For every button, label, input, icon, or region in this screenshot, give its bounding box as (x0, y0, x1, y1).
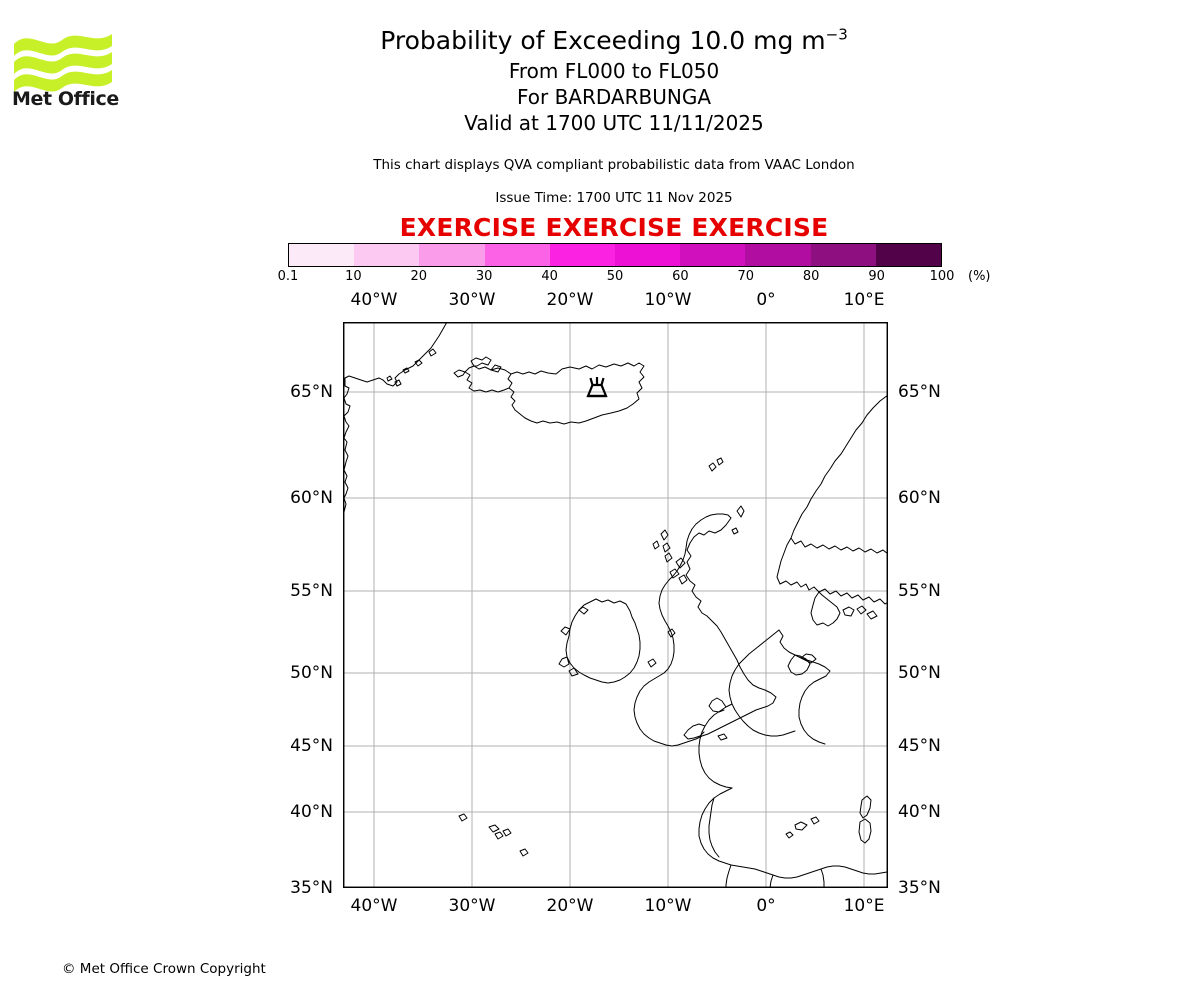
colorbar-tick-10: 10 (345, 269, 362, 284)
volcano-subtitle: For BARDARBUNGA (516, 85, 712, 109)
page-title: Probability of Exceeding 10.0 mg m−3 (28, 24, 1200, 58)
colorbar-band-9 (875, 244, 942, 266)
colorbar-band-6 (680, 244, 746, 266)
colorbar-tick-90: 90 (868, 269, 885, 284)
colorbar-tick-70: 70 (737, 269, 755, 284)
colorbar-tick-labels: 0.1 10 20 30 40 50 60 70 80 90 100 (278, 269, 955, 287)
chart-title-block: Probability of Exceeding 10.0 mg m−3 Fro… (0, 24, 1200, 136)
met-office-logo (12, 22, 122, 117)
colorbar-band-7 (745, 244, 811, 266)
colorbar-tick-60: 60 (672, 269, 689, 284)
lon-label-top-5: 10°E (843, 290, 885, 310)
lat-label-right-6: 35°N (898, 878, 941, 898)
lat-label-left-4: 45°N (290, 736, 333, 756)
colorbar-band-3 (484, 244, 550, 266)
lat-label-left-6: 35°N (290, 878, 333, 898)
colorbar-band-4 (549, 244, 616, 266)
issue-time: Issue Time: 1700 UTC 11 Nov 2025 (495, 190, 733, 206)
lon-label-bottom-3: 10°W (644, 896, 692, 916)
lon-label-top-1: 30°W (448, 290, 496, 310)
lat-label-left-2: 55°N (290, 581, 333, 601)
lat-label-left-1: 60°N (290, 488, 333, 508)
lon-label-top-4: 0° (756, 290, 776, 310)
qva-note: This chart displays QVA compliant probab… (373, 157, 855, 173)
lat-label-right-5: 40°N (898, 802, 941, 822)
lon-label-top-0: 40°W (350, 290, 398, 310)
colorbar-tick-0.1: 0.1 (277, 269, 299, 284)
flight-level-range: From FL000 to FL050 (508, 59, 720, 83)
lon-label-bottom-0: 40°W (350, 896, 398, 916)
colorbar-tick-80: 80 (802, 269, 820, 284)
lat-label-right-3: 50°N (898, 663, 941, 683)
lat-label-left-0: 65°N (290, 382, 333, 402)
lon-label-bottom-2: 20°W (546, 896, 594, 916)
colorbar-unit-label: (%) (968, 269, 991, 284)
lon-label-bottom-1: 30°W (448, 896, 496, 916)
colorbar-tick-30: 30 (475, 269, 493, 284)
valid-time-subtitle: Valid at 1700 UTC 11/11/2025 (464, 111, 764, 135)
map-canvas[interactable] (343, 322, 888, 888)
colorbar-band-2 (419, 244, 485, 266)
map-border (343, 322, 888, 888)
volcano-icon[interactable] (586, 377, 608, 398)
coastlines (343, 322, 888, 888)
map-panel[interactable] (343, 322, 888, 888)
lat-label-right-1: 60°N (898, 488, 941, 508)
colorbar-band-0 (289, 244, 355, 266)
colorbar-tick-50: 50 (606, 269, 624, 284)
page-title-superscript: −3 (825, 25, 848, 44)
lat-label-right-4: 45°N (898, 736, 941, 756)
lon-label-bottom-4: 0° (756, 896, 776, 916)
probability-colorbar (288, 243, 942, 267)
copyright-notice: © Met Office Crown Copyright (62, 961, 266, 977)
colorbar-band-8 (810, 244, 876, 266)
colorbar-band-5 (615, 244, 681, 266)
map-background (343, 322, 888, 888)
lat-label-right-0: 65°N (898, 382, 941, 402)
page-title-text: Probability of Exceeding 10.0 mg m (380, 26, 826, 55)
exercise-banner: EXERCISE EXERCISE EXERCISE (399, 213, 829, 242)
colorbar-tick-100: 100 (929, 269, 955, 284)
met-office-wordmark: Met Office (12, 88, 119, 110)
lon-label-top-2: 20°W (546, 290, 594, 310)
colorbar-bands (288, 243, 942, 267)
lat-label-left-3: 50°N (290, 663, 333, 683)
lat-label-left-5: 40°N (290, 802, 333, 822)
graticule (343, 322, 888, 888)
colorbar-tick-20: 20 (410, 269, 428, 284)
colorbar-band-1 (354, 244, 420, 266)
colorbar-tick-40: 40 (541, 269, 558, 284)
lon-label-bottom-5: 10°E (843, 896, 885, 916)
lat-label-right-2: 55°N (898, 581, 941, 601)
lon-label-top-3: 10°W (644, 290, 692, 310)
